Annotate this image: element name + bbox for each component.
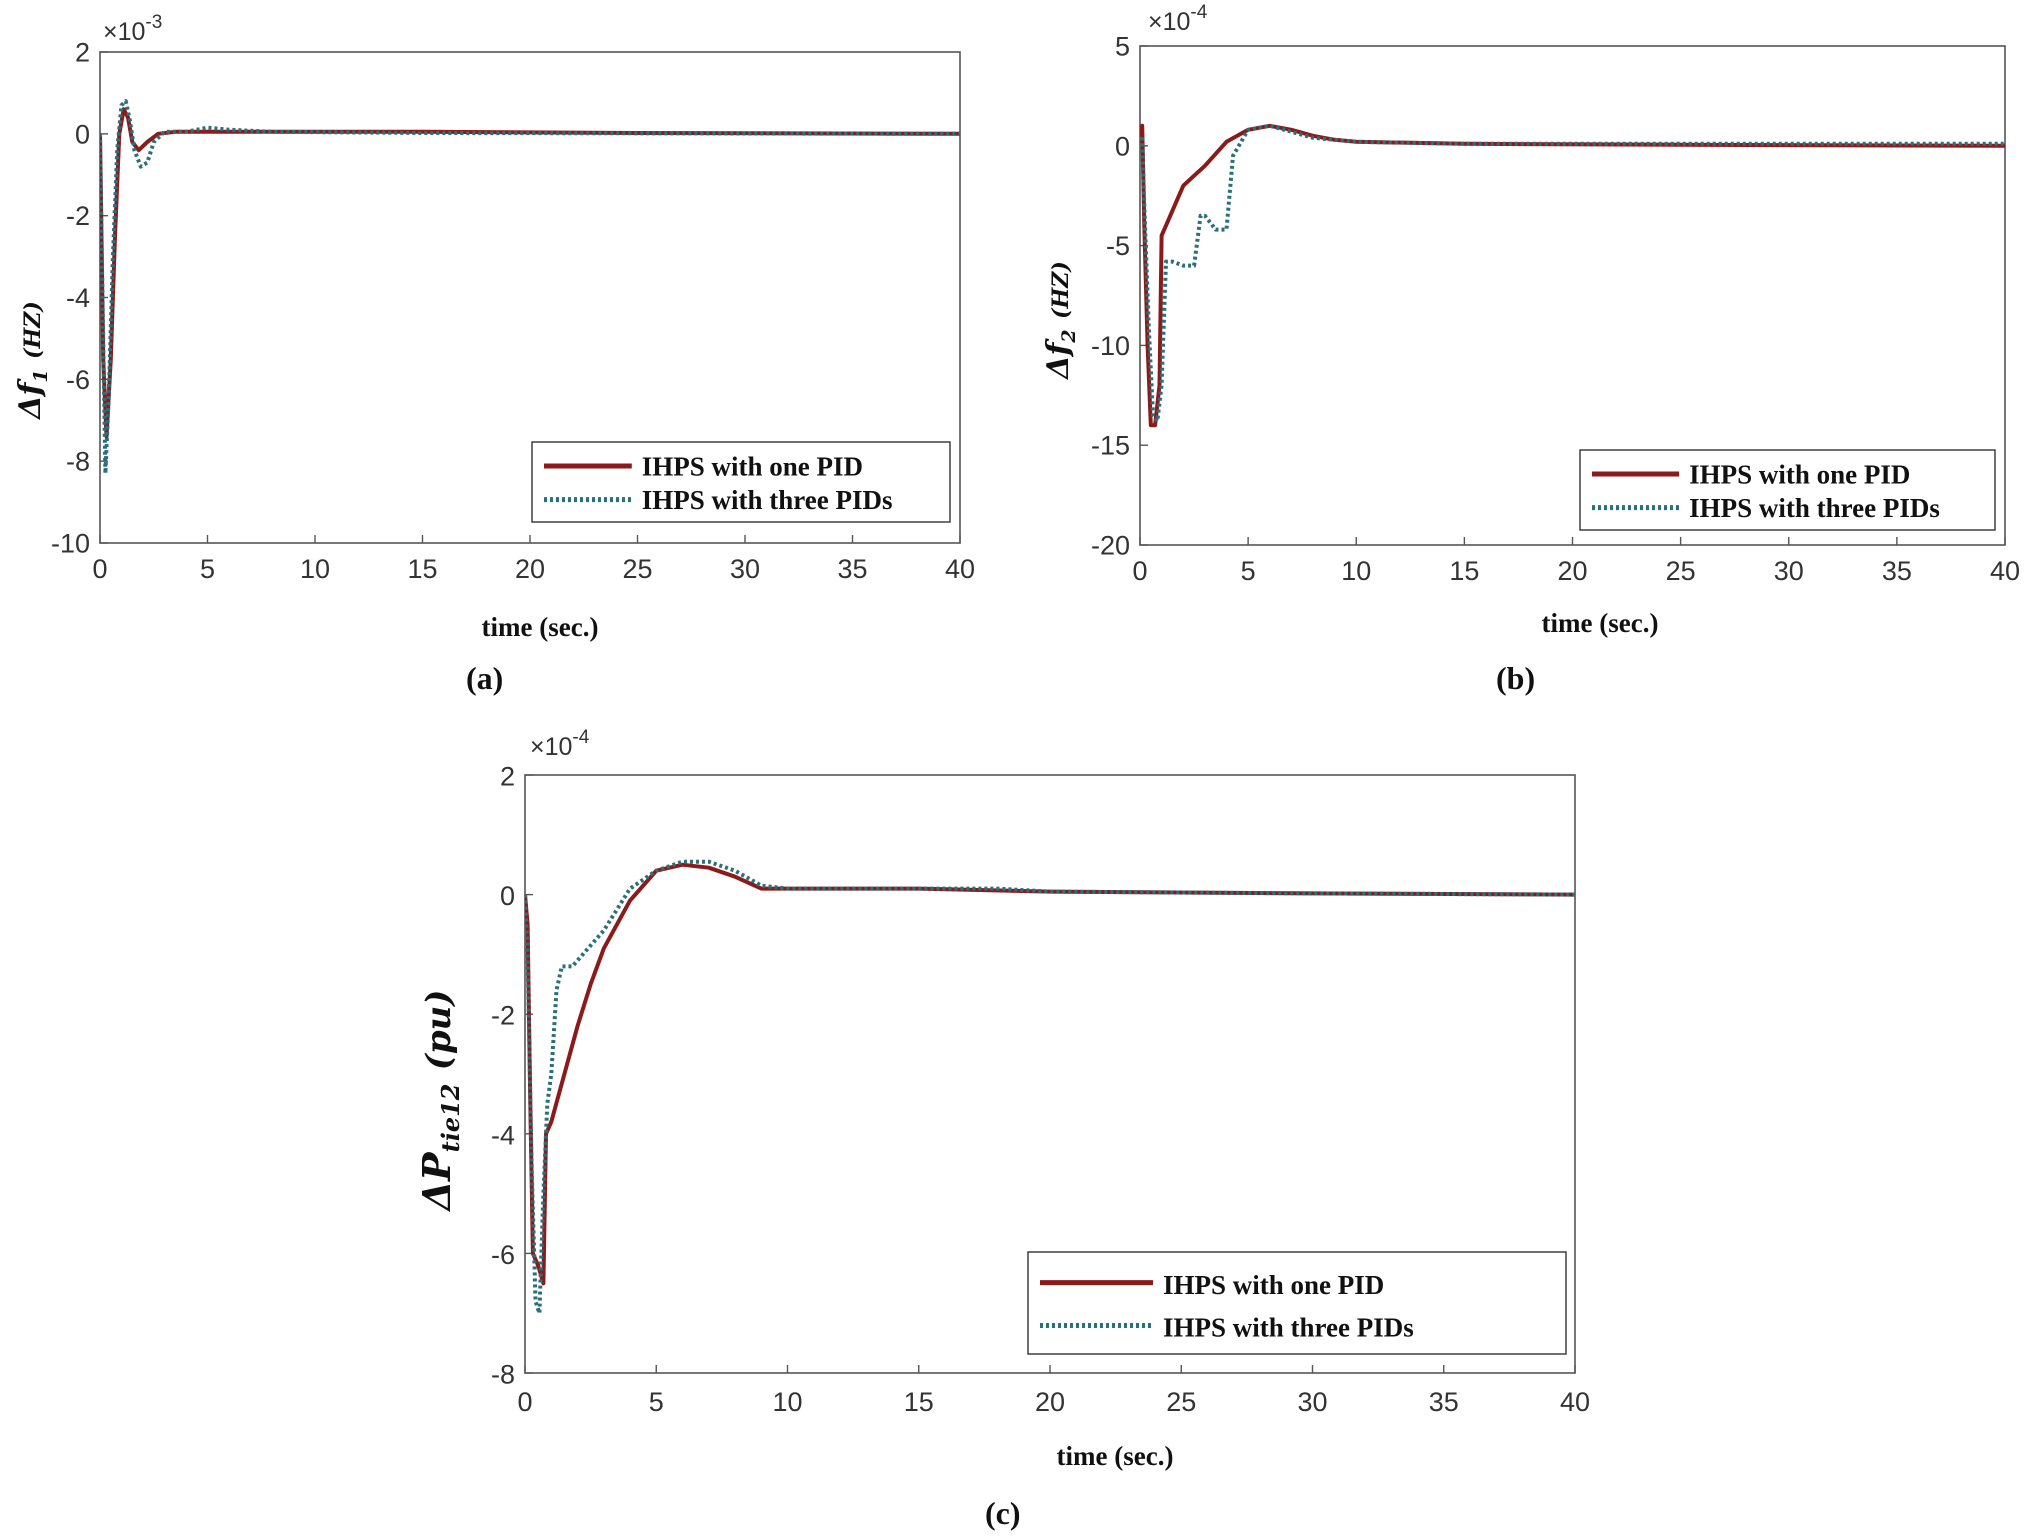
panel-b-xtick-label: 40	[1990, 556, 2020, 586]
panel-c-yaxis-label: ΔPtie12 (pu)	[414, 990, 465, 1213]
panel-b-xtick-label: 30	[1774, 556, 1804, 586]
svg-text:Δf1 (HZ): Δf1 (HZ)	[13, 301, 52, 421]
panel-c-xlabel: time (sec.)	[1057, 1441, 1174, 1471]
panel-c-ytick-label: 2	[500, 762, 515, 792]
panel-a-exponent: ×10-3	[103, 12, 162, 46]
panel-a-xtick-label: 10	[300, 554, 330, 584]
panel-b-xtick-label: 25	[1666, 556, 1696, 586]
svg-text:Δf2 (HZ): Δf2 (HZ)	[1041, 261, 1080, 381]
chart-panel-b: ×10-4 0 5 10 15 20 25 30 35 40 5 0 -5 -10 -15 -20 IHPS …	[1041, 2, 2020, 638]
panel-b-xtick-label: 5	[1241, 556, 1256, 586]
panel-a-ytick-label: -6	[66, 365, 90, 395]
chart-panel-a: ×10-3 0 5 10 15 20 25 30 35 4020-2-4-6-8-10IHPS …	[13, 12, 975, 642]
panel-c-xtick-label: 25	[1166, 1387, 1196, 1417]
panel-c-ytick-label: 0	[500, 881, 515, 911]
panel-a-series-three-pids-line	[100, 99, 960, 476]
svg-text:ΔPtie12 (pu): ΔPtie12 (pu)	[414, 990, 465, 1213]
panel-a-legend: IHPS with one PID IHPS with three PIDs	[531, 441, 951, 523]
panel-c-legend-label-one-pid: IHPS with one PID	[1163, 1270, 1384, 1300]
panel-b-ytick-label: -20	[1091, 530, 1130, 560]
panel-c-xtick-label: 20	[1035, 1387, 1065, 1417]
panel-b-xlabel: time (sec.)	[1542, 608, 1659, 638]
panel-a-xlabel: time (sec.)	[482, 612, 599, 642]
panel-b-ylabel-symbol: Δf	[1041, 337, 1076, 380]
caption-a: (a)	[466, 660, 504, 696]
panel-a-xtick-label: 20	[515, 554, 545, 584]
panel-b-yaxis-label: Δf2 (HZ)	[1041, 261, 1080, 381]
panel-a-series-one-pid-line	[100, 107, 960, 439]
panel-c-xtick-label: 40	[1560, 1387, 1590, 1417]
panel-c-series-three-pids-line	[525, 859, 1575, 1316]
panel-b-legend-label-three-pids: IHPS with three PIDs	[1689, 493, 1940, 523]
panel-b-legend-label-one-pid: IHPS with one PID	[1689, 459, 1910, 489]
panel-b-ytick-label: -10	[1091, 331, 1130, 361]
panel-a-xtick-label: 15	[407, 554, 437, 584]
panel-c-xtick-label: 5	[649, 1387, 664, 1417]
panel-c-ylabel-unit: (pu)	[419, 990, 459, 1071]
panel-a-legend-label-three-pids: IHPS with three PIDs	[642, 485, 893, 515]
panel-c-xtick-label: 0	[517, 1387, 532, 1417]
panel-c-ytick-label: -6	[491, 1240, 515, 1270]
panel-a-ylabel-sub: 1	[30, 369, 52, 382]
panel-b-series-one-pid-line	[1140, 123, 2005, 428]
panel-c-ylabel-symbol: ΔP	[414, 1151, 459, 1212]
panel-a-xtick-label: 30	[730, 554, 760, 584]
caption-c: (c)	[985, 1495, 1021, 1531]
panel-a-ytick-label: -8	[66, 447, 90, 477]
panel-b-legend-box	[1579, 449, 1996, 531]
panel-c-legend-box	[1027, 1251, 1567, 1355]
panel-a-ylabel-symbol: Δf	[13, 377, 48, 420]
panel-c-legend: IHPS with one PID IHPS with three PIDs	[1027, 1251, 1567, 1355]
panel-c-series-one-pid-line	[525, 862, 1575, 1286]
panel-c-ylabel-sub: tie12	[436, 1083, 465, 1152]
panel-b-plot-area: 0 5 10 15 20 25 30 35 40 5 0 -5 -10 -15 -20 IHPS with o…	[1091, 31, 2020, 586]
panel-b-xtick-label: 10	[1341, 556, 1371, 586]
panel-b-ytick-label: -5	[1106, 231, 1130, 261]
panel-b-ylabel-sub: 2	[1058, 329, 1080, 343]
panel-a-xtick-label: 40	[945, 554, 975, 584]
panel-a-ytick-label: -2	[66, 201, 90, 231]
panel-a-xtick-label: 25	[622, 554, 652, 584]
panel-a-ytick-label: 0	[75, 119, 90, 149]
panel-b-xtick-label: 15	[1449, 556, 1479, 586]
panel-c-ytick-label: -4	[491, 1120, 515, 1150]
panel-a-xtick-label: 0	[92, 554, 107, 584]
panel-b-ylabel-unit: (HZ)	[1048, 261, 1074, 319]
panel-c-exponent: ×10-4	[530, 727, 590, 761]
panel-b-ytick-label: 5	[1115, 31, 1130, 61]
panel-a-xtick-label: 5	[200, 554, 215, 584]
panel-c-xtick-label: 15	[904, 1387, 934, 1417]
panel-b-xtick-label: 35	[1882, 556, 1912, 586]
panel-b-xtick-label: 20	[1557, 556, 1587, 586]
panel-a-ylabel-unit: (HZ)	[20, 301, 46, 359]
panel-c-xtick-label: 35	[1429, 1387, 1459, 1417]
panel-a-xtick-label: 35	[837, 554, 867, 584]
panel-a-ytick-label: 2	[75, 37, 90, 67]
panel-c-xtick-label: 10	[772, 1387, 802, 1417]
panel-b-exponent: ×10-4	[1148, 2, 1208, 36]
panel-a-yaxis-label: Δf1 (HZ)	[13, 301, 52, 421]
panel-c-ytick-label: -2	[491, 1001, 515, 1031]
panel-b-xtick-label: 0	[1132, 556, 1147, 586]
panel-a-legend-label-one-pid: IHPS with one PID	[642, 451, 863, 481]
panel-b-ytick-label: -15	[1091, 431, 1130, 461]
panel-c-legend-label-three-pids: IHPS with three PIDs	[1163, 1313, 1414, 1343]
panel-a-ytick-label: -4	[66, 283, 90, 313]
caption-b: (b)	[1496, 660, 1536, 696]
panel-c-xtick-label: 30	[1297, 1387, 1327, 1417]
panel-a-ytick-label: -10	[51, 528, 90, 558]
panel-b-series-three-pids-line	[1140, 123, 2005, 424]
panel-c-ytick-label: -8	[491, 1360, 515, 1390]
panel-b-legend: IHPS with one PID IHPS with three PIDs	[1579, 449, 1996, 531]
panel-b-ytick-label: 0	[1115, 131, 1130, 161]
panel-a-legend-box	[531, 441, 951, 523]
